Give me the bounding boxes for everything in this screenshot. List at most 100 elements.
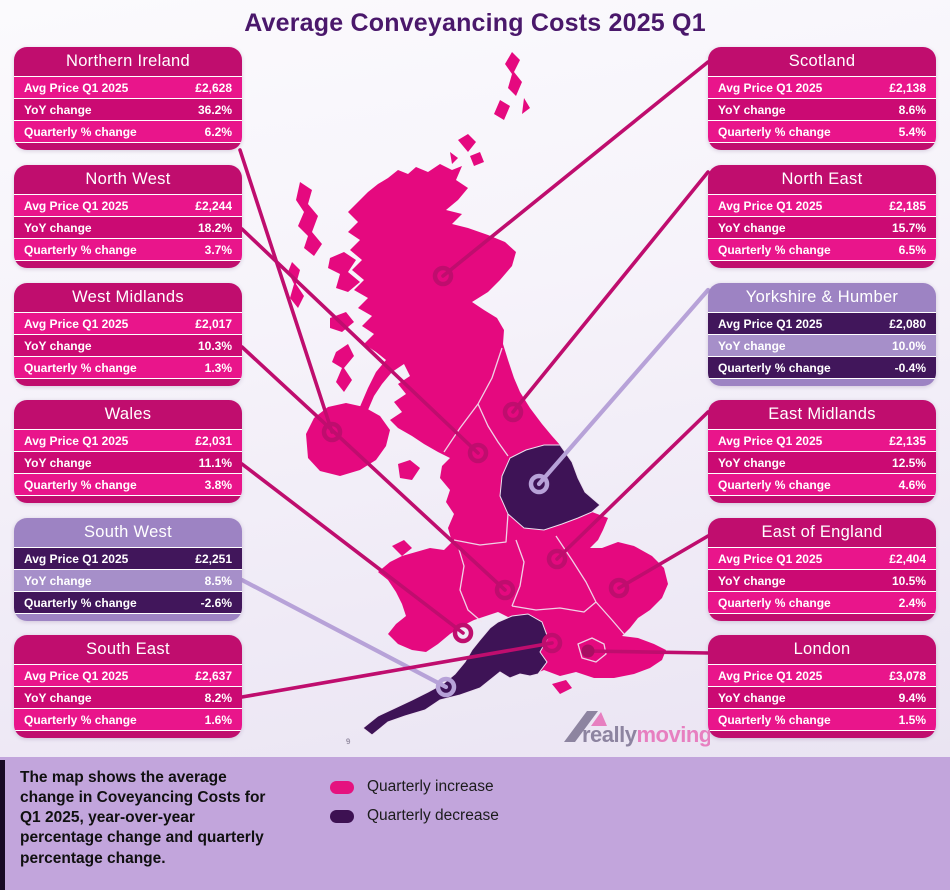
row-value: £2,185 xyxy=(889,198,926,213)
row-label: YoY change xyxy=(24,455,92,470)
row-label: Avg Price Q1 2025 xyxy=(24,316,129,331)
row-value: 1.5% xyxy=(898,712,926,727)
card-row: Quarterly % change 6.5% xyxy=(708,238,936,260)
card-row: Avg Price Q1 2025 £2,185 xyxy=(708,194,936,216)
row-value: 15.7% xyxy=(891,220,926,235)
card-row: YoY change 11.1% xyxy=(14,451,242,473)
region-card-south-east: South East Avg Price Q1 2025 £2,637 YoY cha… xyxy=(14,635,242,738)
card-footer xyxy=(708,730,936,738)
row-label: YoY change xyxy=(718,573,786,588)
card-footer xyxy=(708,495,936,503)
row-label: Avg Price Q1 2025 xyxy=(24,551,129,566)
connector-east-of-england xyxy=(617,534,710,590)
card-row: YoY change 8.5% xyxy=(14,569,242,591)
region-card-west-midlands: West Midlands Avg Price Q1 2025 £2,017 YoY … xyxy=(14,283,242,386)
region-south-west-shape xyxy=(362,613,549,736)
map-markers xyxy=(321,265,630,698)
svg-text:reallymoving: reallymoving xyxy=(582,722,710,747)
card-region-name: West Midlands xyxy=(14,283,242,312)
card-row: Quarterly % change 1.6% xyxy=(14,708,242,730)
legend-label: Quarterly increase xyxy=(367,778,494,795)
row-label: Avg Price Q1 2025 xyxy=(24,80,129,95)
islands-group xyxy=(288,52,572,694)
card-row: Quarterly % change 5.4% xyxy=(708,120,936,142)
marker-north-east xyxy=(502,401,524,423)
legend: Quarterly increase Quarterly decrease xyxy=(330,778,499,836)
card-region-name: Yorkshire & Humber xyxy=(708,283,936,312)
card-region-name: North West xyxy=(14,165,242,194)
card-region-name: North East xyxy=(708,165,936,194)
row-value: 6.5% xyxy=(898,242,926,257)
connector-west-midlands xyxy=(240,345,507,592)
row-value: 1.6% xyxy=(204,712,232,727)
card-row: Quarterly % change 6.2% xyxy=(14,120,242,142)
row-label: YoY change xyxy=(718,455,786,470)
row-value: 9.4% xyxy=(898,690,926,705)
row-value: 8.2% xyxy=(204,690,232,705)
row-label: Quarterly % change xyxy=(24,124,137,139)
page-title: Average Conveyancing Costs 2025 Q1 xyxy=(244,9,706,37)
region-card-wales: Wales Avg Price Q1 2025 £2,031 YoY change 11… xyxy=(14,400,242,503)
row-value: £2,404 xyxy=(889,551,926,566)
row-value: 3.7% xyxy=(204,242,232,257)
row-label: Avg Price Q1 2025 xyxy=(718,198,823,213)
region-boundaries xyxy=(443,347,625,663)
row-label: Quarterly % change xyxy=(718,360,831,375)
card-row: YoY change 10.0% xyxy=(708,334,936,356)
row-value: 12.5% xyxy=(891,455,926,470)
card-row: Avg Price Q1 2025 £2,244 xyxy=(14,194,242,216)
row-value: 5.4% xyxy=(898,124,926,139)
footnote-line: change in Coveyancing Costs for xyxy=(20,789,266,807)
footnote-line: percentage change and quarterly xyxy=(20,829,264,847)
marker-east-midlands xyxy=(546,548,568,570)
footnote-line: percentage change. xyxy=(20,849,166,867)
orkney-islands xyxy=(450,134,484,166)
row-label: Avg Price Q1 2025 xyxy=(718,433,823,448)
row-label: Avg Price Q1 2025 xyxy=(24,198,129,213)
marker-london xyxy=(581,644,595,658)
card-row: YoY change 8.2% xyxy=(14,686,242,708)
row-value: 8.6% xyxy=(898,102,926,117)
row-value: 6.2% xyxy=(204,124,232,139)
card-footer xyxy=(14,495,242,503)
connector-north-east xyxy=(511,170,710,414)
region-card-scotland: Scotland Avg Price Q1 2025 £2,138 YoY chang… xyxy=(708,47,936,150)
row-label: Quarterly % change xyxy=(24,595,137,610)
card-footer xyxy=(14,260,242,268)
region-card-london: London Avg Price Q1 2025 £3,078 YoY change 9… xyxy=(708,635,936,738)
row-value: £2,244 xyxy=(195,198,232,213)
row-label: Avg Price Q1 2025 xyxy=(24,668,129,683)
card-row: Quarterly % change 3.7% xyxy=(14,238,242,260)
card-row: YoY change 10.5% xyxy=(708,569,936,591)
region-yorkshire-humber-shape xyxy=(499,444,601,531)
row-value: £2,017 xyxy=(195,316,232,331)
row-label: Avg Price Q1 2025 xyxy=(718,316,823,331)
region-card-north-east: North East Avg Price Q1 2025 £2,185 YoY cha… xyxy=(708,165,936,268)
row-label: YoY change xyxy=(24,338,92,353)
card-row: Quarterly % change 4.6% xyxy=(708,473,936,495)
row-value: £2,251 xyxy=(195,551,232,566)
marker-wales xyxy=(452,622,474,644)
region-card-east-of-england: East of England Avg Price Q1 2025 £2,404 Yo… xyxy=(708,518,936,621)
row-label: Quarterly % change xyxy=(718,712,831,727)
row-label: YoY change xyxy=(718,690,786,705)
connector-wales xyxy=(240,462,465,635)
region-northern-ireland-shape xyxy=(306,403,390,476)
marker-northern-ireland xyxy=(321,421,343,443)
row-label: Avg Price Q1 2025 xyxy=(718,551,823,566)
card-row: Avg Price Q1 2025 £2,031 xyxy=(14,429,242,451)
row-value: -0.4% xyxy=(894,360,926,375)
card-row: YoY change 9.4% xyxy=(708,686,936,708)
connector-northern-ireland xyxy=(238,148,334,434)
row-value: 8.5% xyxy=(204,573,232,588)
card-row: Avg Price Q1 2025 £2,080 xyxy=(708,312,936,334)
region-great-britain-shape xyxy=(348,164,668,735)
card-row: Quarterly % change -0.4% xyxy=(708,356,936,378)
footnote-line: The map shows the average xyxy=(20,769,227,786)
marker-yorkshire-humber xyxy=(528,473,550,495)
footnote-line: Q1 2025, year-over-year xyxy=(20,809,195,827)
card-region-name: Wales xyxy=(14,400,242,429)
marker-south-west xyxy=(435,676,457,698)
row-label: Avg Price Q1 2025 xyxy=(24,433,129,448)
card-region-name: Scotland xyxy=(708,47,936,76)
